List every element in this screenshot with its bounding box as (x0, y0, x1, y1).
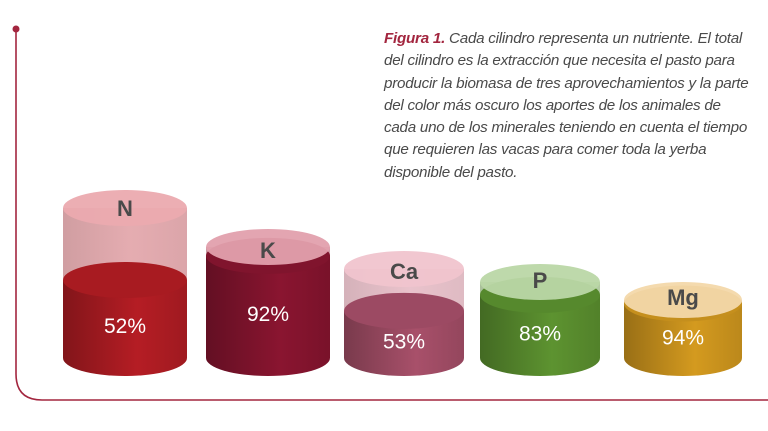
cylinder-filled-part-ca (344, 310, 464, 376)
value-label-p: 83% (519, 322, 561, 345)
cylinder-filled-part-n (63, 280, 187, 376)
category-label-mg: Mg (667, 285, 699, 310)
cylinder-n: N 52% (63, 190, 187, 376)
cylinder-p: P 83% (480, 264, 600, 376)
cylinder-k: K 92% (206, 229, 330, 376)
cylinder-filled-part-p (480, 294, 600, 376)
value-label-n: 52% (104, 315, 146, 338)
cylinder-filled-part-mg (624, 303, 742, 376)
value-label-k: 92% (247, 303, 289, 326)
caption-text: Cada cilindro representa un nutriente. E… (384, 30, 749, 181)
cylinder-filled-part-k (206, 255, 330, 376)
category-label-n: N (117, 196, 133, 221)
fill-surface-n (63, 262, 187, 298)
figure-caption: Figura 1. Cada cilindro representa un nu… (384, 28, 756, 184)
category-label-k: K (260, 238, 276, 263)
caption-label: Figura 1. (384, 30, 446, 47)
cylinder-top-ca (344, 251, 464, 287)
category-label-p: P (533, 268, 548, 293)
cylinder-mg: Mg 94% (624, 282, 742, 376)
category-label-ca: Ca (390, 259, 419, 284)
cylinder-top-mg (624, 282, 742, 318)
cylinder-ca: Ca 53% (344, 251, 464, 376)
value-label-ca: 53% (383, 330, 425, 353)
cylinder-top-k (206, 229, 330, 265)
fill-surface-ca (344, 292, 464, 329)
cylinder-top-n (63, 190, 187, 226)
cylinder-top-p (480, 264, 600, 300)
value-label-mg: 94% (662, 327, 704, 350)
